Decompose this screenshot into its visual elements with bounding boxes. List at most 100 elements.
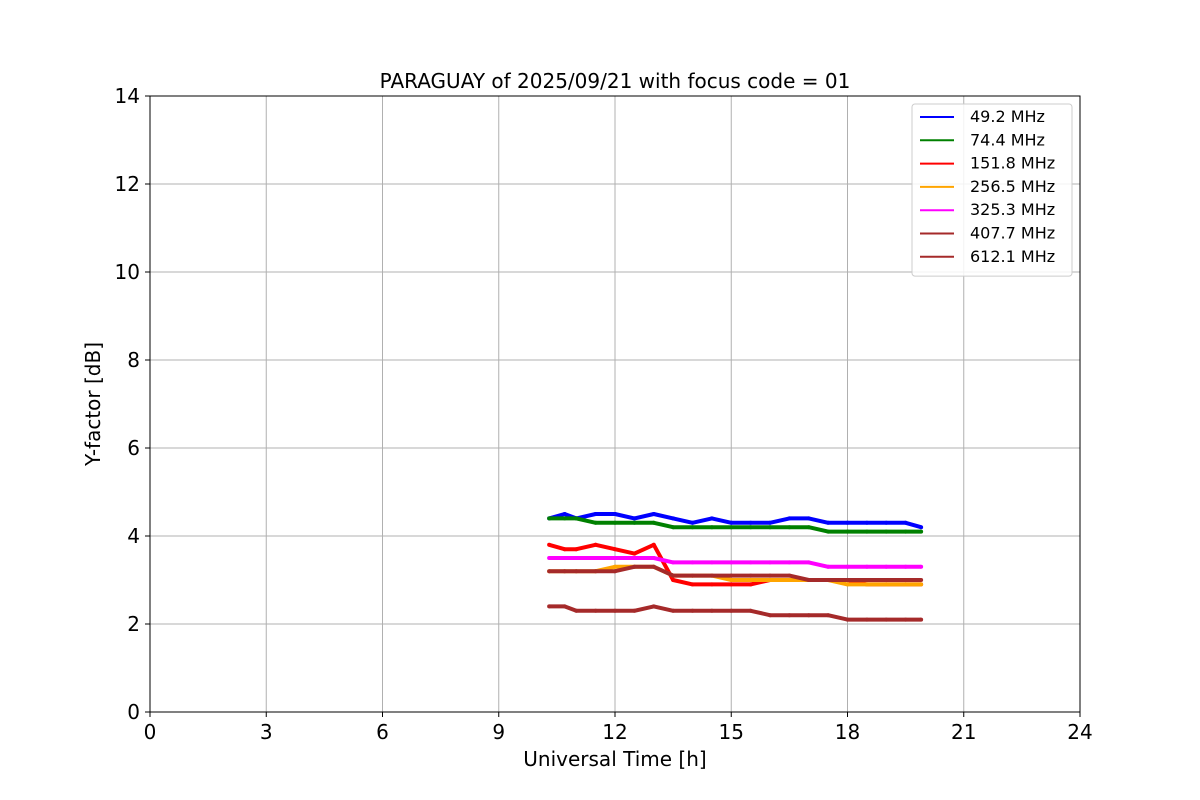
data-point: [903, 582, 908, 587]
x-tick-label: 0: [144, 720, 157, 744]
data-point: [845, 582, 850, 587]
data-point: [919, 617, 924, 622]
data-point: [748, 560, 753, 565]
y-tick-label: 14: [115, 84, 140, 108]
data-point: [574, 516, 579, 521]
data-point: [748, 525, 753, 530]
data-point: [671, 560, 676, 565]
data-point: [593, 608, 598, 613]
data-point: [547, 556, 552, 560]
data-point: [562, 516, 567, 521]
data-point: [729, 525, 734, 530]
data-point: [884, 617, 889, 622]
data-point: [768, 520, 772, 525]
data-point: [593, 569, 598, 574]
chart-title: PARAGUAY of 2025/09/21 with focus code =…: [380, 69, 851, 93]
data-point: [864, 564, 869, 569]
data-point: [729, 578, 734, 582]
data-point: [709, 573, 714, 578]
data-point: [709, 608, 714, 613]
data-point: [748, 520, 753, 525]
y-tick-label: 6: [127, 436, 140, 460]
data-point: [613, 564, 617, 569]
x-tick-label: 12: [602, 720, 627, 744]
data-point: [547, 516, 552, 521]
data-point: [651, 542, 656, 547]
data-point: [903, 529, 908, 534]
data-point: [562, 512, 567, 516]
data-point: [729, 520, 734, 525]
data-point: [864, 582, 869, 587]
data-point: [884, 582, 889, 587]
data-point: [671, 573, 676, 578]
x-tick-label: 9: [492, 720, 505, 744]
data-point: [613, 520, 617, 525]
y-tick-label: 10: [115, 260, 140, 284]
data-point: [864, 529, 869, 534]
data-point: [651, 556, 656, 560]
data-point: [574, 556, 579, 560]
data-point: [845, 520, 850, 525]
x-tick-label: 24: [1067, 720, 1092, 744]
data-point: [690, 573, 695, 578]
data-point: [864, 520, 869, 525]
data-point: [690, 520, 695, 525]
data-point: [651, 604, 656, 609]
data-point: [613, 547, 617, 552]
data-point: [729, 573, 734, 578]
data-point: [787, 613, 792, 618]
data-point: [884, 520, 889, 525]
data-point: [826, 578, 831, 582]
legend-label: 407.7 MHz: [970, 224, 1055, 243]
data-point: [632, 564, 637, 569]
data-point: [826, 564, 831, 569]
data-point: [826, 613, 831, 618]
x-tick-label: 6: [376, 720, 389, 744]
data-point: [884, 578, 889, 582]
legend-label: 151.8 MHz: [970, 154, 1055, 173]
data-point: [919, 525, 924, 530]
legend-label: 49.2 MHz: [970, 107, 1045, 126]
data-point: [903, 578, 908, 582]
data-point: [748, 608, 753, 613]
data-point: [593, 542, 598, 547]
data-point: [632, 516, 637, 521]
data-point: [574, 569, 579, 574]
y-tick-label: 0: [127, 700, 140, 724]
data-point: [903, 520, 908, 525]
data-point: [768, 560, 772, 565]
data-point: [826, 520, 831, 525]
data-point: [613, 512, 617, 516]
legend-label: 256.5 MHz: [970, 177, 1055, 196]
data-point: [903, 564, 908, 569]
data-point: [729, 582, 734, 587]
data-point: [690, 525, 695, 530]
data-point: [787, 516, 792, 521]
data-point: [806, 578, 811, 582]
x-axis-label: Universal Time [h]: [523, 747, 706, 771]
data-point: [593, 520, 598, 525]
data-point: [919, 564, 924, 569]
data-point: [690, 582, 695, 587]
data-point: [845, 578, 850, 582]
data-point: [562, 556, 567, 560]
legend-label: 325.3 MHz: [970, 200, 1055, 219]
data-point: [709, 525, 714, 530]
data-point: [884, 529, 889, 534]
data-point: [651, 564, 656, 569]
data-point: [574, 547, 579, 552]
y-tick-label: 4: [127, 524, 140, 548]
data-point: [864, 617, 869, 622]
data-point: [651, 520, 656, 525]
data-point: [919, 578, 924, 582]
data-point: [547, 569, 552, 574]
y-tick-label: 8: [127, 348, 140, 372]
data-point: [845, 529, 850, 534]
data-point: [903, 617, 908, 622]
data-point: [729, 560, 734, 565]
data-point: [864, 578, 869, 582]
data-point: [845, 617, 850, 622]
data-point: [562, 547, 567, 552]
